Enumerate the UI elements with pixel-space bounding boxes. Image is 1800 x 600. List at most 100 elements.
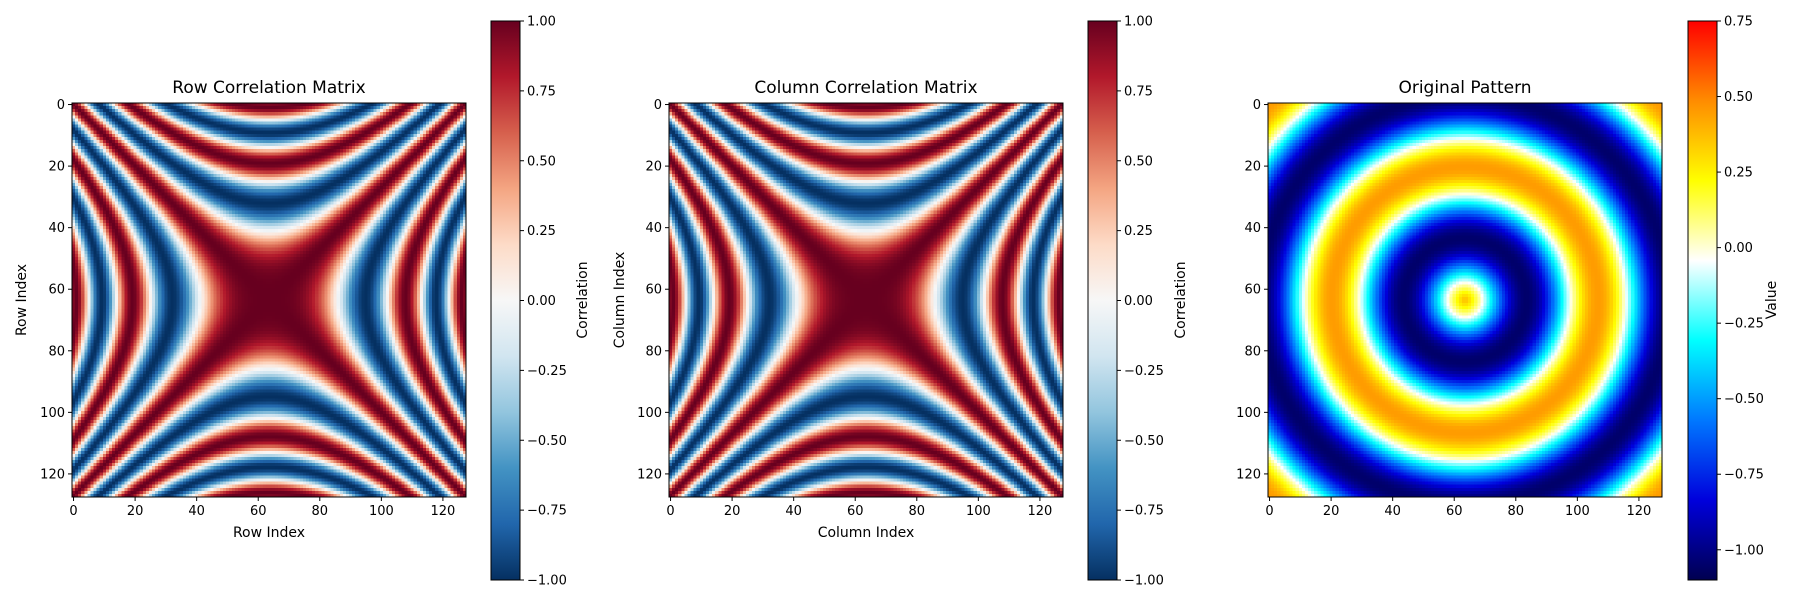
colorbar-tick-label: −0.50 <box>1124 434 1164 449</box>
chart-title: Row Correlation Matrix <box>172 78 365 98</box>
y-tick-label: 20 <box>645 160 662 175</box>
y-tick-label: 80 <box>645 344 662 359</box>
heatmap-image-host <box>72 103 466 497</box>
x-tick-label: 100 <box>1565 504 1590 519</box>
y-tick-label: 100 <box>637 406 662 421</box>
colorbar-tick-label: 0.00 <box>1124 294 1153 309</box>
y-tick-label: 80 <box>1244 344 1261 359</box>
x-tick-label: 40 <box>785 504 802 519</box>
y-tick-label: 100 <box>40 406 65 421</box>
y-axis-label: Column Index <box>612 252 628 349</box>
y-tick-label: 120 <box>1236 467 1261 482</box>
axes-frame <box>668 102 1064 498</box>
x-tick-label: 100 <box>369 504 394 519</box>
colorbar-tick-label: −0.75 <box>1724 468 1764 483</box>
y-tick-label: 0 <box>1253 98 1261 113</box>
x-tick-label: 60 <box>250 504 267 519</box>
x-tick-label: 60 <box>847 504 864 519</box>
colorbar <box>1687 20 1718 581</box>
heatmap-panel-column-correlation: Column Correlation Matrix 0 20 40 60 80 100 12… <box>612 15 1189 589</box>
y-tick-label: 20 <box>48 160 65 175</box>
colorbar-tick-label: −1.00 <box>527 574 567 589</box>
heatmap-canvas <box>72 103 466 497</box>
y-axis-ticks: 0 20 40 60 80 100 120 <box>40 98 72 482</box>
colorbar-ticks: 1.00 0.75 0.50 0.25 0.00 −0.25 −0.50 −0.75 −1.00 <box>520 15 567 589</box>
y-tick-label: 60 <box>48 283 65 298</box>
colorbar-tick-label: −1.00 <box>1124 574 1164 589</box>
x-tick-label: 40 <box>1384 504 1401 519</box>
x-axis-ticks: 0 20 40 60 80 100 120 <box>666 497 1052 519</box>
colorbar-tick-label: 0.00 <box>1724 241 1753 256</box>
x-tick-label: 20 <box>724 504 741 519</box>
heatmap-canvas <box>1268 103 1662 497</box>
colorbar-ticks: 1.00 0.75 0.50 0.25 0.00 −0.25 −0.50 −0.75 −1.00 <box>1117 15 1164 589</box>
x-tick-label: 0 <box>1265 504 1273 519</box>
axes-frame <box>1267 102 1663 498</box>
colorbar-label: Correlation <box>575 261 591 338</box>
colorbar-tick-label: −0.25 <box>1724 317 1764 332</box>
colorbar-tick-label: 0.75 <box>527 84 556 99</box>
y-axis-ticks: 0 20 40 60 80 100 120 <box>1236 98 1268 482</box>
colorbar-tick-label: 0.75 <box>1124 84 1153 99</box>
x-tick-label: 120 <box>1627 504 1652 519</box>
heatmap-panel-original-pattern: Original Pattern 0 20 40 60 80 100 120 0 20 40 60… <box>1236 15 1780 581</box>
colorbar-tick-label: −0.75 <box>527 504 567 519</box>
y-tick-label: 0 <box>57 98 65 113</box>
heatmap-panel-row-correlation: Row Correlation Matrix 0 20 40 60 80 100 120 0… <box>14 15 591 589</box>
colorbar-tick-label: −1.00 <box>1724 543 1764 558</box>
y-tick-label: 120 <box>637 467 662 482</box>
colorbar-tick-label: 1.00 <box>1124 15 1153 30</box>
y-tick-label: 40 <box>48 221 65 236</box>
colorbar-tick-label: −0.75 <box>1124 504 1164 519</box>
colorbar-tick-label: 0.00 <box>527 294 556 309</box>
colorbar-tick-label: 1.00 <box>527 15 556 30</box>
y-tick-label: 80 <box>48 344 65 359</box>
x-tick-label: 100 <box>966 504 991 519</box>
colorbar-tick-label: 0.25 <box>1124 224 1153 239</box>
heatmap-canvas <box>669 103 1063 497</box>
x-axis-ticks: 0 20 40 60 80 100 120 <box>69 497 455 519</box>
y-tick-label: 20 <box>1244 160 1261 175</box>
x-tick-label: 20 <box>1323 504 1340 519</box>
chart-title: Column Correlation Matrix <box>754 78 977 98</box>
x-tick-label: 60 <box>1446 504 1463 519</box>
colorbar-tick-label: 0.50 <box>1124 154 1153 169</box>
colorbar-label: Correlation <box>1173 261 1189 338</box>
x-axis-label: Column Index <box>818 525 915 541</box>
y-tick-label: 0 <box>654 98 662 113</box>
x-tick-label: 120 <box>1028 504 1053 519</box>
colorbar-tick-label: −0.50 <box>527 434 567 449</box>
y-axis-label: Row Index <box>14 264 30 336</box>
axes-frame <box>71 102 467 498</box>
x-axis-ticks: 0 20 40 60 80 100 120 <box>1265 497 1651 519</box>
y-axis-ticks: 0 20 40 60 80 100 120 <box>637 98 669 482</box>
colorbar-tick-label: −0.25 <box>1124 364 1164 379</box>
x-tick-label: 80 <box>1508 504 1525 519</box>
colorbar-tick-label: 0.25 <box>527 224 556 239</box>
y-tick-label: 40 <box>645 221 662 236</box>
x-tick-label: 120 <box>431 504 456 519</box>
x-tick-label: 40 <box>188 504 205 519</box>
colorbar <box>490 20 521 581</box>
colorbar-tick-label: 0.50 <box>527 154 556 169</box>
colorbar-ticks: 0.75 0.50 0.25 0.00 −0.25 −0.50 −0.75 −1.00 <box>1717 15 1764 558</box>
colorbar-tick-label: −0.50 <box>1724 392 1764 407</box>
heatmap-image-host <box>669 103 1063 497</box>
chart-title: Original Pattern <box>1398 78 1531 98</box>
colorbar-tick-label: 0.75 <box>1724 15 1753 30</box>
x-tick-label: 80 <box>312 504 329 519</box>
x-tick-label: 0 <box>69 504 77 519</box>
colorbar <box>1087 20 1118 581</box>
colorbar-tick-label: 0.50 <box>1724 90 1753 105</box>
y-tick-label: 60 <box>1244 283 1261 298</box>
x-tick-label: 0 <box>666 504 674 519</box>
colorbar-tick-label: 0.25 <box>1724 166 1753 181</box>
x-tick-label: 80 <box>909 504 926 519</box>
y-tick-label: 40 <box>1244 221 1261 236</box>
x-tick-label: 20 <box>127 504 144 519</box>
x-axis-label: Row Index <box>233 525 305 541</box>
colorbar-label: Value <box>1764 281 1780 319</box>
heatmap-image-host <box>1268 103 1662 497</box>
colorbar-tick-label: −0.25 <box>527 364 567 379</box>
